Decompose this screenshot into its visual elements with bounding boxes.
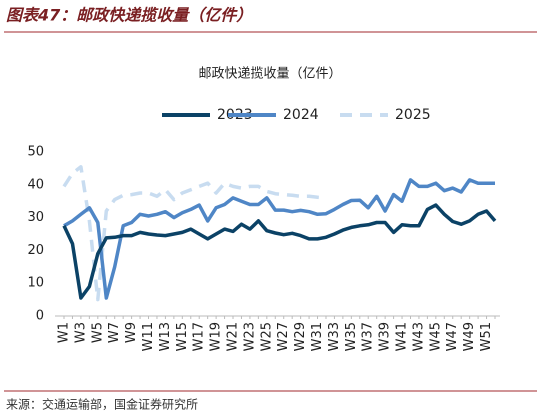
x-tick-label: W49 (462, 322, 477, 351)
x-tick-label: W15 (175, 322, 190, 351)
y-tick-label: 30 (27, 210, 44, 225)
x-tick-label: W7 (107, 322, 122, 343)
source: 来源：交通运输部，国金证券研究所 (6, 397, 198, 412)
x-tick-label: W21 (226, 322, 241, 351)
x-tick-label: W1 (57, 322, 72, 343)
x-tick-label: W19 (209, 322, 224, 351)
x-tick-label: W47 (445, 322, 460, 351)
x-tick-label: W17 (192, 322, 207, 351)
header: 图表47：邮政快递揽收量（亿件） (6, 6, 252, 25)
x-tick-label: W27 (276, 322, 291, 351)
x-tick-label: W51 (479, 322, 494, 351)
series-line (62, 165, 327, 302)
x-tick-label: W13 (158, 322, 173, 351)
y-tick-label: 50 (27, 145, 44, 160)
y-tick-label: 0 (36, 309, 44, 324)
y-tick-label: 20 (27, 243, 44, 258)
x-tick-label: W9 (124, 322, 139, 343)
x-tick-label: W25 (259, 322, 274, 351)
x-tick-label: W43 (411, 322, 426, 351)
chart-title: 邮政快递揽收量（亿件） (198, 66, 341, 82)
x-tick-label: W33 (327, 322, 342, 351)
x-tick-label: W41 (395, 322, 410, 351)
x-tick-label: W45 (428, 322, 443, 351)
x-tick-label: W35 (344, 322, 359, 351)
y-tick-label: 40 (27, 177, 44, 192)
x-tick-label: W31 (310, 322, 325, 351)
x-tick-label: W3 (73, 322, 88, 343)
x-tick-label: W37 (361, 322, 376, 351)
legend-label: 2024 (283, 107, 319, 123)
y-tick-label: 10 (27, 276, 44, 291)
x-tick-label: W39 (378, 322, 393, 351)
x-tick-label: W11 (141, 322, 156, 351)
legend-label: 2025 (395, 107, 431, 123)
x-tick-label: W29 (293, 322, 308, 351)
x-tick-label: W5 (90, 322, 105, 343)
series-line (62, 203, 497, 300)
series-line (63, 178, 495, 300)
x-tick-label: W23 (242, 322, 257, 351)
